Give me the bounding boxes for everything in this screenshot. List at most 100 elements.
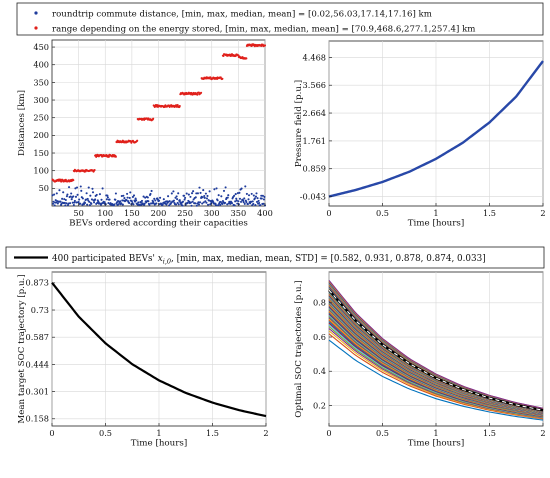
- commute-point: [147, 200, 150, 203]
- commute-point: [205, 197, 209, 200]
- gridlines: [328, 41, 544, 206]
- series-lines: [328, 60, 544, 198]
- commute-point: [192, 190, 195, 193]
- commute-point: [177, 192, 180, 195]
- x-tick-label: 1.5: [483, 428, 496, 438]
- commute-point: [172, 199, 175, 202]
- commute-point: [56, 202, 59, 205]
- commute-point: [134, 197, 137, 200]
- commute-point: [246, 203, 250, 206]
- commute-point: [181, 204, 184, 207]
- commute-point: [88, 200, 91, 203]
- commute-point: [233, 204, 236, 207]
- legend-marker: [34, 11, 38, 15]
- commute-point: [185, 192, 188, 195]
- y-tick-label: 1.761: [303, 136, 326, 146]
- commute-point: [234, 200, 237, 203]
- commute-point: [144, 196, 147, 199]
- commute-point: [87, 186, 90, 189]
- commute-point: [91, 187, 94, 190]
- commute-point: [149, 192, 152, 195]
- x-tick-label: 2: [540, 428, 545, 438]
- commute-point: [239, 200, 243, 203]
- commute-point: [54, 199, 57, 202]
- y-tick-label: 0.73: [31, 305, 49, 315]
- commute-point: [197, 201, 200, 204]
- commute-point: [100, 198, 103, 201]
- commute-point: [167, 195, 170, 198]
- range-point: [152, 117, 155, 120]
- x-tick-label: 1: [156, 428, 161, 438]
- x-tick-label: 2: [263, 428, 268, 438]
- series-lines: [51, 281, 267, 418]
- y-tick-label: 250: [33, 113, 49, 123]
- commute-point: [198, 201, 202, 204]
- commute-point: [254, 195, 257, 198]
- commute-point: [261, 194, 264, 197]
- commute-point: [202, 189, 205, 192]
- commute-point: [255, 192, 258, 195]
- y-tick-label: 3.566: [303, 80, 326, 90]
- commute-point: [128, 196, 131, 200]
- x-axis-label: Time [hours]: [408, 438, 465, 448]
- commute-point: [252, 202, 255, 206]
- y-tick-label: 0.2: [313, 400, 326, 410]
- commute-point: [74, 195, 78, 198]
- commute-point: [245, 201, 248, 204]
- commute-point: [201, 196, 204, 199]
- commute-point: [151, 202, 154, 205]
- commute-point: [117, 203, 120, 206]
- scatter-points: [51, 43, 267, 207]
- commute-point: [153, 197, 156, 200]
- x-tick-label: 0.5: [99, 428, 112, 438]
- commute-point: [250, 192, 253, 195]
- y-tick-label: 0.158: [26, 414, 49, 424]
- commute-point: [63, 201, 66, 204]
- commute-point: [89, 194, 92, 197]
- commute-point: [80, 189, 83, 192]
- commute-point: [140, 199, 144, 202]
- commute-point: [114, 198, 117, 201]
- commute-point: [146, 196, 149, 199]
- y-tick-label: 100: [33, 166, 49, 176]
- commute-point: [129, 191, 132, 194]
- mean-soc-dashed-line: [328, 289, 544, 411]
- commute-point: [187, 193, 190, 196]
- commute-point: [72, 195, 75, 198]
- commute-point: [155, 202, 158, 205]
- commute-point: [175, 195, 178, 198]
- commute-point: [98, 193, 101, 196]
- y-tick-label: 450: [33, 42, 49, 52]
- commute-point: [65, 195, 68, 198]
- commute-point: [263, 195, 266, 198]
- y-tick-label: 0.444: [26, 359, 49, 369]
- commute-point: [107, 202, 110, 205]
- x-tick-label: 1.5: [206, 428, 219, 438]
- y-tick-label: 0.587: [26, 332, 49, 342]
- commute-point: [206, 203, 210, 206]
- legend-tail: , [min, max, median, mean, STD] = [0.582…: [171, 254, 486, 264]
- commute-point: [113, 203, 116, 206]
- commute-point: [222, 189, 226, 192]
- commute-point: [165, 203, 168, 206]
- tick-labels: 50 100 150 200 250 300 350 400 50 100 150 200 250 300…: [33, 42, 272, 218]
- y-tick-label: 150: [33, 148, 49, 158]
- commute-point: [259, 204, 262, 207]
- commute-point: [236, 202, 239, 205]
- legend-box: [16, 2, 544, 36]
- commute-point: [85, 198, 88, 201]
- range-point: [60, 180, 63, 183]
- commute-point: [132, 194, 136, 197]
- x-tick-label: 0: [326, 208, 331, 218]
- commute-point: [74, 187, 77, 190]
- commute-point: [213, 188, 216, 191]
- commute-point: [198, 186, 201, 189]
- x-tick-label: 50: [73, 208, 83, 218]
- legend-label: range depending on the energy stored, [m…: [52, 25, 475, 35]
- commute-point: [52, 200, 55, 203]
- commute-point: [71, 201, 74, 204]
- commute-point: [255, 200, 259, 203]
- commute-point: [101, 187, 104, 190]
- range-point: [93, 169, 96, 172]
